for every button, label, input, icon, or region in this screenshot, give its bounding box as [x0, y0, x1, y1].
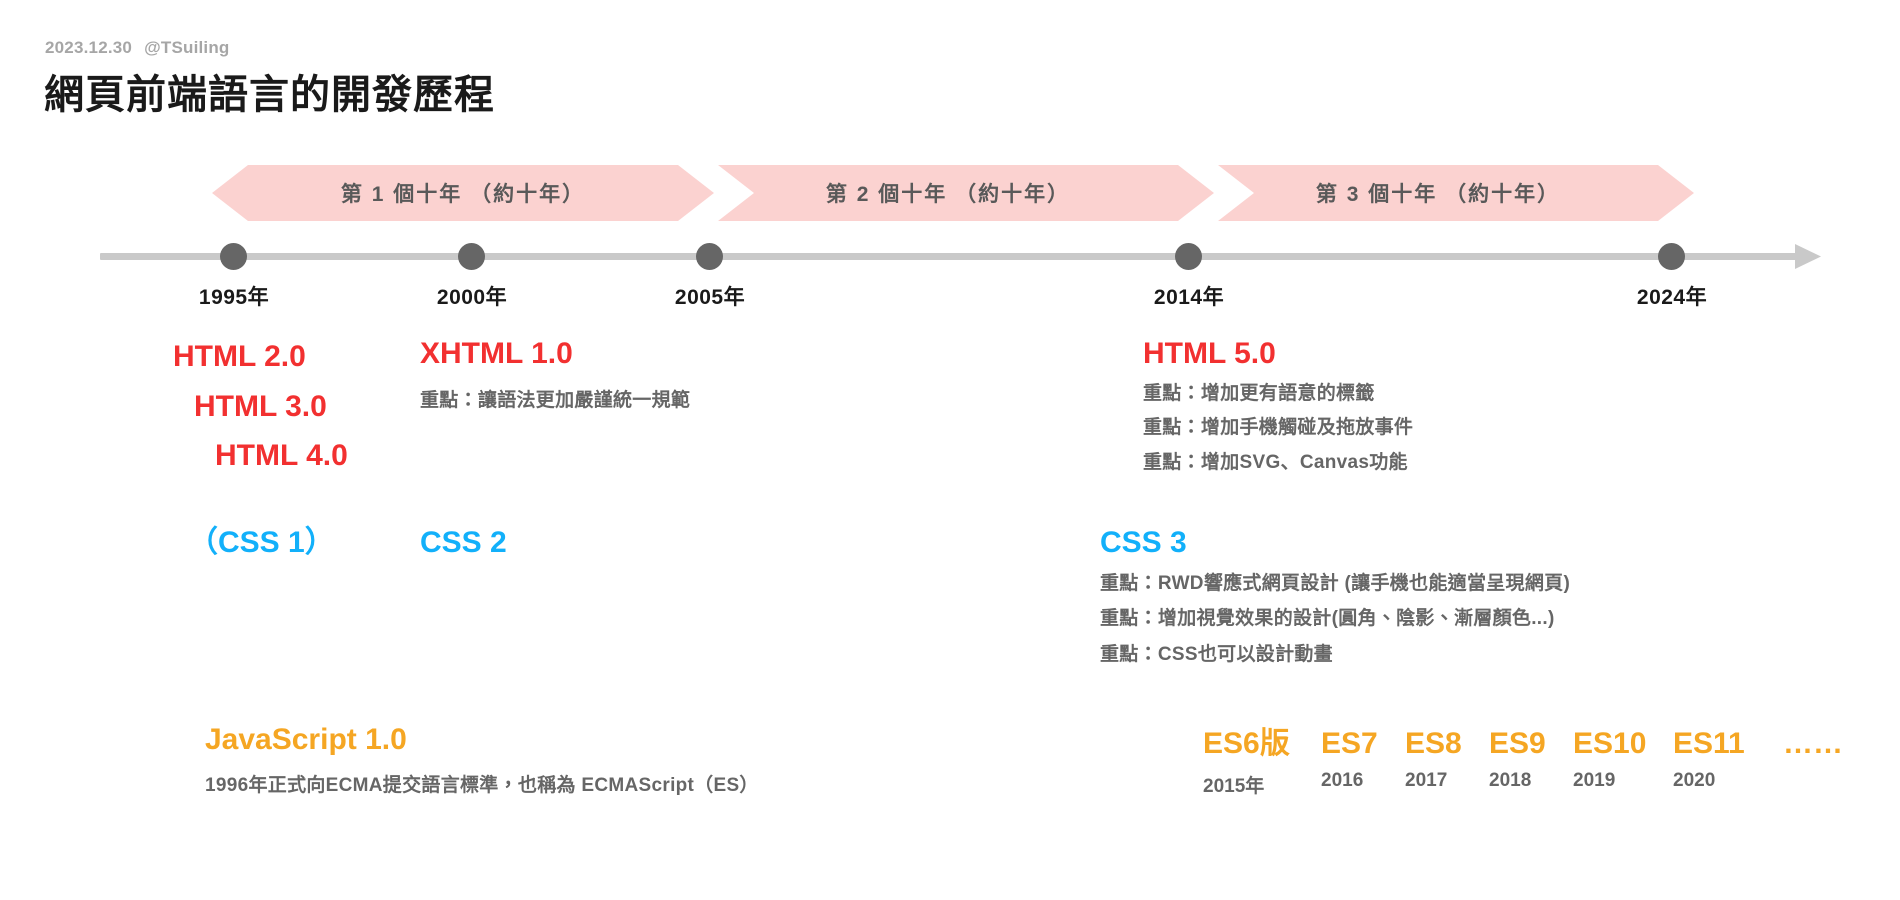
- header-handle: @TSuiling: [144, 38, 230, 57]
- css2-block: CSS 2: [420, 521, 507, 565]
- javascript-block: JavaScript 1.0 1996年正式向ECMA提交語言標準，也稱為 EC…: [205, 718, 759, 802]
- es-version-label: ES10: [1573, 727, 1647, 760]
- css1-title: （CSS 1）: [188, 526, 335, 559]
- es-year-label: 2017: [1405, 770, 1448, 791]
- html5-title: HTML 5.0: [1143, 337, 1276, 370]
- decade-band-2: 第 2 個十年 （約十年）: [718, 165, 1214, 221]
- es-releases-row: ES6版 2015年 ES7 2016 ES8 2017 ES9 2018 ES…: [1203, 718, 1843, 798]
- es-version-label: ES8: [1405, 727, 1462, 760]
- es-release-cell: ES8 2017: [1405, 727, 1489, 792]
- es-version-label: ES7: [1321, 727, 1378, 760]
- html-version-label: HTML 4.0: [215, 439, 348, 472]
- es-year-label: 2015年: [1203, 776, 1265, 797]
- arrow-tail-left-icon: [212, 165, 248, 221]
- axis-year-label: 2014年: [1153, 286, 1225, 309]
- es-version-label: ES6版: [1203, 727, 1290, 760]
- es-year-label: 2020: [1673, 770, 1716, 791]
- html-version-label: HTML 3.0: [194, 389, 327, 423]
- css3-title: CSS 3: [1100, 526, 1187, 559]
- axis-marker-dot: [696, 243, 723, 270]
- xhtml-title: XHTML 1.0: [420, 337, 573, 370]
- arrow-point-right-icon: [1658, 165, 1694, 221]
- html-early-versions-block: HTML 2.0 HTML 3.0 HTML 4.0: [173, 332, 348, 481]
- arrow-point-right-icon: [1178, 165, 1214, 221]
- timeline-axis-arrow-icon: [1795, 244, 1821, 269]
- arrow-notch-left-icon: [718, 165, 754, 221]
- javascript-title: JavaScript 1.0: [205, 723, 407, 756]
- html-version-label: HTML 2.0: [173, 340, 306, 373]
- axis-year-label: 2000年: [436, 286, 508, 309]
- es-releases-block: ES6版 2015年 ES7 2016 ES8 2017 ES9 2018 ES…: [1203, 718, 1843, 798]
- page-title: 網頁前端語言的開發歷程: [44, 73, 495, 117]
- header-meta: 2023.12.30 @TSuiling: [45, 38, 230, 58]
- es-more-ellipsis: ……: [1783, 727, 1843, 760]
- html5-block: HTML 5.0 重點：增加更有語意的標籤 重點：增加手機觸碰及拖放事件 重點：…: [1143, 332, 1413, 480]
- axis-year-label: 2005年: [674, 286, 746, 309]
- es-release-cell: ES6版 2015年: [1203, 718, 1321, 798]
- decade-label-2: 第 2 個十年 （約十年）: [825, 183, 1071, 206]
- header-date: 2023.12.30: [45, 38, 133, 57]
- axis-marker-dot: [458, 243, 485, 270]
- css2-title: CSS 2: [420, 526, 507, 559]
- es-version-label: ES9: [1489, 727, 1546, 760]
- es-release-cell: ……: [1783, 727, 1843, 761]
- xhtml-note: 重點：讓語法更加嚴謹統一規範: [420, 389, 691, 411]
- es-year-label: 2019: [1573, 770, 1616, 791]
- html5-note: 重點：增加手機觸碰及拖放事件: [1143, 417, 1414, 439]
- decade-label-1: 第 1 個十年 （約十年）: [340, 183, 586, 206]
- es-year-label: 2016: [1321, 770, 1364, 791]
- es-release-cell: ES7 2016: [1321, 727, 1405, 792]
- html5-note: 重點：增加更有語意的標籤: [1143, 382, 1375, 404]
- axis-marker-dot: [220, 243, 247, 270]
- javascript-note: 1996年正式向ECMA提交語言標準，也稱為 ECMAScript（ES）: [205, 774, 759, 796]
- timeline-axis-line: [100, 253, 1800, 260]
- es-version-label: ES11: [1673, 727, 1745, 760]
- css3-block: CSS 3 重點：RWD響應式網頁設計 (讓手機也能適當呈現網頁) 重點：增加視…: [1100, 521, 1570, 672]
- xhtml-block: XHTML 1.0 重點：讓語法更加嚴謹統一規範: [420, 332, 690, 417]
- css3-note: 重點：RWD響應式網頁設計 (讓手機也能適當呈現網頁): [1100, 572, 1571, 594]
- css3-note: 重點：CSS也可以設計動畫: [1100, 643, 1333, 665]
- decade-band-3: 第 3 個十年 （約十年）: [1218, 165, 1694, 221]
- css3-note: 重點：增加視覺效果的設計(圓角、陰影、漸層顏色...): [1100, 608, 1555, 630]
- decade-band-1: 第 1 個十年 （約十年）: [212, 165, 714, 221]
- es-release-cell: ES9 2018: [1489, 727, 1573, 792]
- axis-year-label: 1995年: [198, 286, 270, 309]
- html5-note: 重點：增加SVG、Canvas功能: [1143, 451, 1408, 473]
- arrow-notch-left-icon: [1218, 165, 1254, 221]
- axis-year-label: 2024年: [1636, 286, 1708, 309]
- axis-marker-dot: [1175, 243, 1202, 270]
- es-release-cell: ES10 2019: [1573, 727, 1673, 792]
- es-year-label: 2018: [1489, 770, 1532, 791]
- axis-marker-dot: [1658, 243, 1685, 270]
- decade-label-3: 第 3 個十年 （約十年）: [1315, 183, 1561, 206]
- es-release-cell: ES11 2020: [1673, 727, 1783, 792]
- arrow-point-right-icon: [678, 165, 714, 221]
- css1-block: （CSS 1）: [188, 521, 335, 565]
